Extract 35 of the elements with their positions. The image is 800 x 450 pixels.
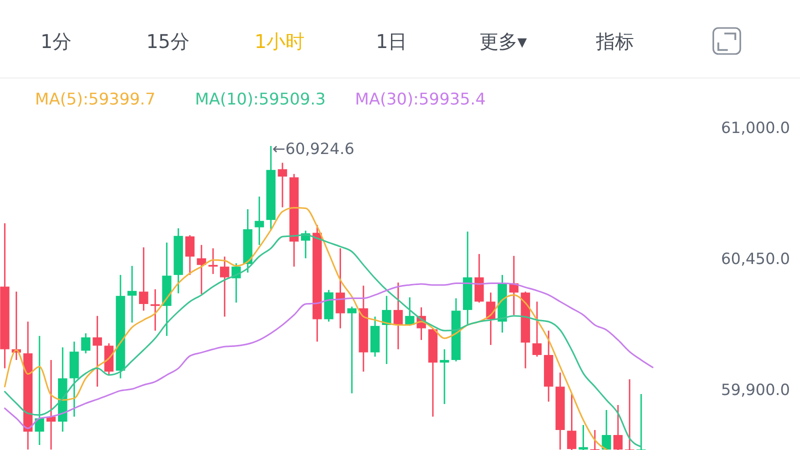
text: MA(10):59509.3 xyxy=(195,90,326,108)
annotation: ←60,924.6 xyxy=(272,140,354,158)
candlestick xyxy=(139,246,148,312)
candlestick xyxy=(254,196,264,246)
y-tick-label: 59,900.0 xyxy=(720,380,790,399)
candlestick xyxy=(602,409,612,450)
candlestick xyxy=(92,315,102,388)
candlestick xyxy=(232,262,241,304)
candlestick xyxy=(220,256,230,318)
line-series xyxy=(4,234,642,448)
candlestick xyxy=(150,288,160,332)
candlestick xyxy=(613,404,623,450)
candlestick xyxy=(347,306,357,394)
candlestick xyxy=(81,332,90,354)
text: 15分 xyxy=(146,31,190,53)
text: 更多▾ xyxy=(479,31,528,53)
candlestick xyxy=(532,300,542,358)
candlestick xyxy=(440,348,450,405)
text: MA(5):59399.7 xyxy=(35,90,156,108)
candlestick xyxy=(185,234,195,276)
text: 1小时 xyxy=(254,31,305,53)
candlestick xyxy=(578,424,588,450)
candlestick xyxy=(567,393,576,450)
y-tick-label: 60,450.0 xyxy=(720,250,790,268)
candlestick xyxy=(624,378,634,450)
text: 1日 xyxy=(376,31,407,53)
text: MA(30):59935.4 xyxy=(355,90,486,108)
y-tick-label: 61,000.0 xyxy=(720,119,790,137)
text: 指标 xyxy=(595,31,634,53)
candlestick xyxy=(278,162,288,208)
text: 1分 xyxy=(40,31,72,53)
candlestick xyxy=(127,265,137,324)
candlestick xyxy=(394,282,403,350)
candlestick xyxy=(336,248,345,329)
candlestick xyxy=(636,393,646,450)
